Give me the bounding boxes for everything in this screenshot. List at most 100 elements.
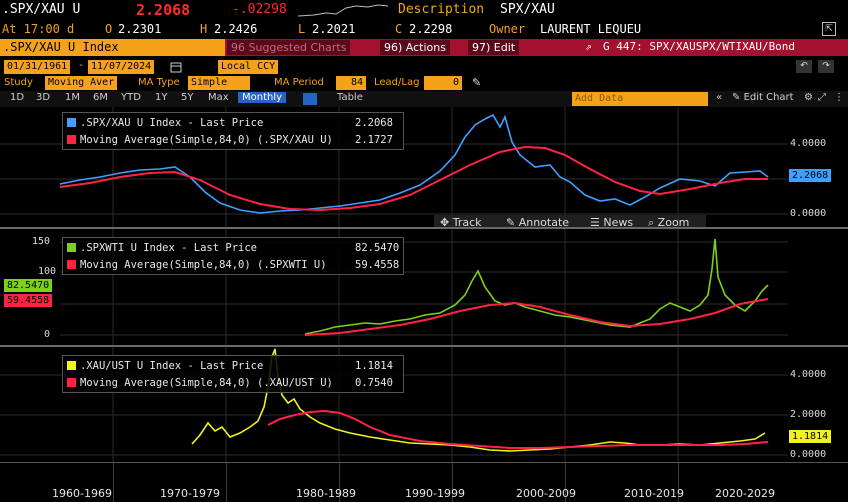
date-range-row: 01/31/1961 - 11/07/2024 Local CCY ↶ ↷ [0, 58, 848, 76]
legend-series-value: 82.5470 [355, 242, 400, 254]
period-5y[interactable]: 5Y [181, 92, 194, 103]
chart-panel-1[interactable]: .SPX/XAU U Index - Last Price 2.2068 Mov… [0, 107, 848, 232]
index-title-bar[interactable]: .SPX/XAU U Index [0, 39, 225, 56]
decade-label: 1960-1969 [52, 487, 112, 500]
index-title: .SPX/XAU U Index [3, 40, 119, 54]
close-label: C [395, 22, 403, 36]
p3-axis-tick: 0.0000 [790, 449, 827, 460]
annotate-label: Annotate [518, 216, 570, 229]
legend-ma-value: 59.4558 [355, 259, 400, 271]
decade-label: 1980-1989 [296, 487, 356, 500]
legend-series-value: 1.1814 [355, 360, 393, 372]
ma-period-label: MA Period [274, 77, 324, 88]
track-button[interactable]: ✥ Track [440, 216, 482, 229]
calendar-icon[interactable] [170, 61, 182, 73]
p1-price-tag: 2.2068 [789, 169, 832, 182]
high-label: H [200, 22, 208, 36]
annotate-button[interactable]: ✎ Annotate [506, 216, 570, 229]
spx-xau-line [59, 113, 769, 214]
p1-axis-tick: 4.0000 [790, 138, 827, 149]
axis-tick [565, 463, 566, 502]
x-axis: 1960-1969 1970-1979 1980-1989 1990-1999 … [0, 462, 848, 502]
legend-ma-label: Moving Average(Simple,84,0) (.XAU/UST U) [80, 377, 333, 389]
collapse-icon[interactable]: « [716, 92, 723, 103]
description-label: Description [398, 2, 485, 17]
spx-wti-ma-line [304, 298, 769, 336]
legend-series-3: .XAU/UST U Index - Last Price [67, 360, 263, 372]
panel-2-legend: .SPXWTI U Index - Last Price 82.5470 Mov… [62, 237, 404, 275]
legend-ma-1: Moving Average(Simple,84,0) (.SPX/XAU U) [67, 134, 333, 146]
p2-axis-tick: 0 [44, 329, 51, 340]
expand-icon[interactable]: ⤢ [818, 92, 826, 103]
chart-type-icon[interactable] [303, 93, 317, 105]
p2-axis-tick: 150 [32, 236, 51, 247]
redo-icon[interactable]: ↷ [818, 60, 834, 73]
p2-price-tag: 82.5470 [4, 279, 53, 292]
xau-ust-ma-line [267, 409, 769, 449]
close-value: 2.2298 [409, 22, 453, 36]
ma-swatch-icon [67, 260, 76, 269]
frequency-select[interactable]: Monthly [238, 92, 287, 103]
spx-wti-line [304, 238, 769, 335]
undo-icon[interactable]: ↶ [796, 60, 812, 73]
period-1d[interactable]: 1D [10, 92, 25, 103]
legend-series-value: 2.2068 [355, 117, 393, 129]
period-1y[interactable]: 1Y [155, 92, 168, 103]
axis-tick [339, 463, 340, 502]
panel-divider [0, 227, 848, 229]
period-max[interactable]: Max [208, 92, 229, 103]
suggested-charts-button[interactable]: 96 Suggested Charts [227, 40, 351, 55]
series-swatch-icon [67, 243, 76, 252]
leadlag-field[interactable]: 0 [424, 76, 462, 90]
decade-label: 2010-2019 [624, 487, 684, 500]
period-6m[interactable]: 6M [93, 92, 108, 103]
edit-chart-button[interactable]: ✎ Edit Chart [732, 92, 794, 103]
period-ytd[interactable]: YTD [121, 92, 141, 103]
study-select[interactable]: Moving Aver [45, 76, 117, 90]
change: -.02298 [232, 2, 287, 17]
series-swatch-icon [67, 118, 76, 127]
more-icon[interactable]: ⋮ [834, 92, 844, 103]
period-row: 1D 3D 1M 6M YTD 1Y 5Y Max Monthly Table … [0, 91, 848, 107]
p2-ma-tag: 59.4558 [4, 294, 53, 307]
spx-xau-ma-line [59, 145, 768, 212]
decade-label: 1990-1999 [405, 487, 465, 500]
p3-axis-tick: 4.0000 [790, 369, 827, 380]
ma-type-select[interactable]: Simple [188, 76, 250, 90]
zoom-button[interactable]: ⌕ Zoom [648, 216, 690, 229]
actions-button[interactable]: 96) Actions [380, 40, 450, 55]
legend-series-label: .SPX/XAU U Index - Last Price [80, 117, 264, 129]
chart-panel-2[interactable]: .SPXWTI U Index - Last Price 82.5470 Mov… [0, 229, 848, 346]
track-label: Track [452, 216, 482, 229]
sparkline-icon [297, 4, 389, 17]
high-value: 2.2426 [214, 22, 258, 36]
pencil-icon[interactable]: ✎ [472, 76, 482, 89]
edit-button[interactable]: 97) Edit [468, 40, 520, 55]
legend-ma-label: Moving Average(Simple,84,0) (.SPXWTI U) [80, 259, 327, 271]
add-data-field[interactable]: Add Data [572, 92, 708, 106]
owner-label: Owner [489, 22, 526, 36]
legend-ma-3: Moving Average(Simple,84,0) (.XAU/UST U) [67, 377, 333, 389]
export-icon[interactable]: ⇗ [585, 40, 592, 53]
study-row: Study Moving Aver MA Type Simple MA Peri… [0, 76, 848, 91]
low-label: L [298, 22, 306, 36]
period-3d[interactable]: 3D [36, 92, 51, 103]
end-date-field[interactable]: 11/07/2024 [88, 60, 155, 74]
popout-icon[interactable]: ⇱ [822, 22, 836, 36]
chart-panel-3[interactable]: .XAU/UST U Index - Last Price 1.1814 Mov… [0, 347, 848, 462]
currency-field[interactable]: Local CCY [218, 60, 278, 74]
panel-1-legend: .SPX/XAU U Index - Last Price 2.2068 Mov… [62, 112, 404, 150]
header-row-2: At 17:00 d O 2.2301 H 2.2426 L 2.2021 C … [0, 20, 848, 38]
settings-icon[interactable]: ⚙ [804, 92, 813, 103]
period-1m[interactable]: 1M [65, 92, 80, 103]
start-date-field[interactable]: 01/31/1961 [4, 60, 71, 74]
news-button[interactable]: ☰ News [590, 216, 634, 229]
low-value: 2.2021 [312, 22, 356, 36]
header-row-1: .SPX/XAU U 2.2068 -.02298 Description SP… [0, 0, 848, 20]
decade-label: 2000-2009 [516, 487, 576, 500]
table-button[interactable]: Table [337, 92, 363, 103]
p3-price-tag: 1.1814 [789, 430, 832, 443]
news-label: News [603, 216, 634, 229]
legend-series-label: .XAU/UST U Index - Last Price [80, 360, 264, 372]
ma-period-field[interactable]: 84 [336, 76, 366, 90]
